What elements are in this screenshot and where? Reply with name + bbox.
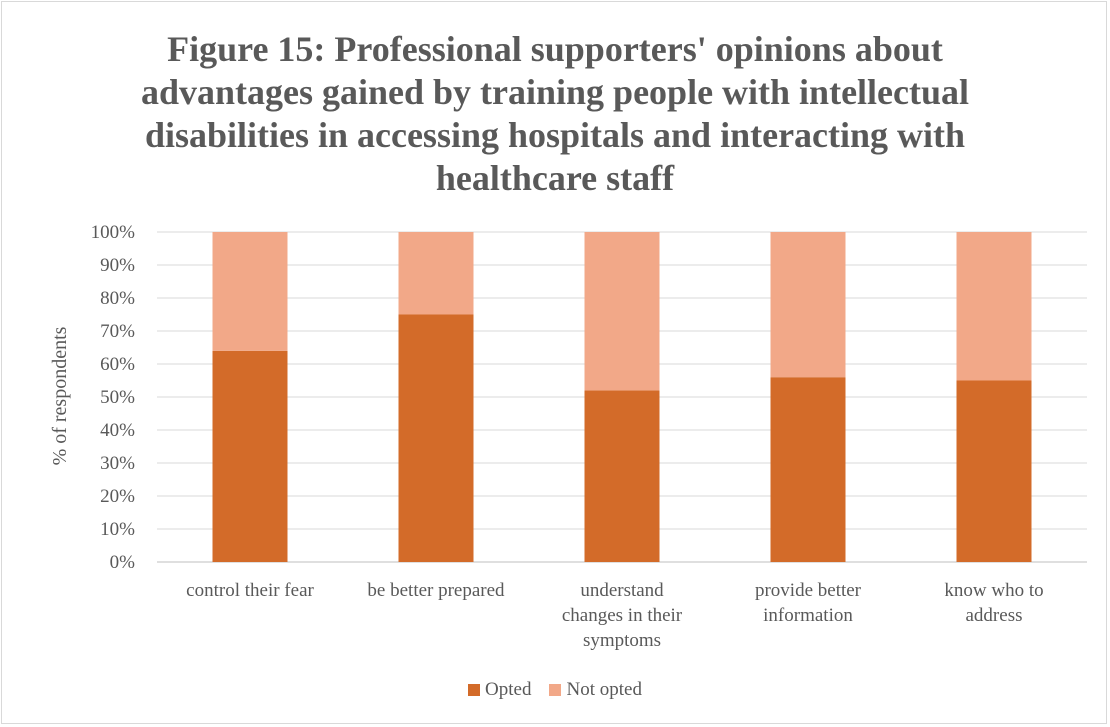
legend-item-opted: Opted (468, 679, 531, 701)
x-category-label: know who to address (944, 580, 1043, 626)
bar-segment-opted (770, 377, 846, 562)
bar-segment-opted (398, 314, 474, 562)
y-tick-label: 10% (100, 519, 135, 540)
y-tick-label: 100% (91, 222, 136, 243)
legend: Opted Not opted (0, 679, 1110, 701)
bar-segment-opted (212, 350, 288, 562)
y-tick-label: 30% (100, 453, 135, 474)
bar-segment-not-opted (770, 232, 846, 378)
y-tick-label: 40% (100, 420, 135, 441)
y-tick-label: 70% (100, 321, 135, 342)
legend-swatch-not-opted (549, 684, 562, 696)
y-axis-tick-labels: 0% 10% 20% 30% 40% 50% 60% 70% 80% 90% 100% (91, 222, 136, 573)
x-axis-category-labels: control their fear be better prepared unde… (186, 580, 1043, 651)
bar-segment-opted (956, 380, 1032, 562)
y-tick-label: 0% (110, 552, 136, 573)
legend-label-opted: Opted (485, 679, 532, 700)
bar-segment-not-opted (212, 232, 288, 351)
bar-segment-not-opted (584, 232, 660, 391)
x-category-label: provide better information (755, 580, 862, 626)
y-tick-label: 50% (100, 387, 135, 408)
legend-swatch-opted (468, 684, 481, 696)
y-axis-title: % of respondents (49, 326, 71, 465)
x-category-label: understand changes in their symptoms (562, 580, 683, 651)
y-tick-label: 80% (100, 288, 135, 309)
bar-segment-not-opted (398, 232, 474, 315)
legend-item-not-opted: Not opted (549, 679, 642, 701)
bars (212, 232, 1032, 562)
y-tick-label: 60% (100, 354, 135, 375)
bar-segment-not-opted (956, 232, 1032, 381)
bar-segment-opted (584, 390, 660, 562)
chart-title: Figure 15: Professional supporters' opin… (140, 29, 970, 198)
x-category-label: be better prepared (367, 580, 505, 601)
y-tick-label: 20% (100, 486, 135, 507)
y-tick-label: 90% (100, 255, 135, 276)
legend-label-not-opted: Not opted (566, 679, 642, 700)
x-category-label: control their fear (186, 580, 314, 601)
